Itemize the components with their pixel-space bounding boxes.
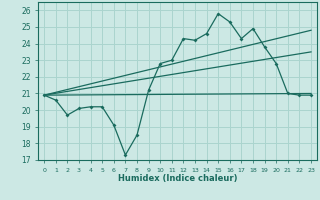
X-axis label: Humidex (Indice chaleur): Humidex (Indice chaleur) [118, 174, 237, 183]
